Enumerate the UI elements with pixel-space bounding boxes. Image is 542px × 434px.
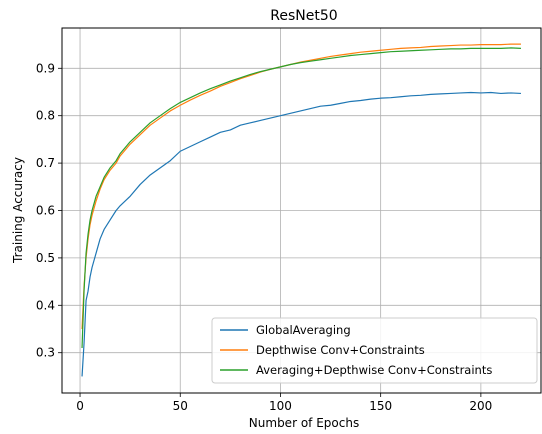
- legend-label-1: GlobalAveraging: [256, 323, 351, 337]
- y-tick-label: 0.4: [36, 298, 55, 312]
- x-tick-label: 50: [173, 399, 188, 413]
- legend-label-2: Depthwise Conv+Constraints: [256, 343, 425, 357]
- axis-ticks: 0 50 100 150 200 0.3 0.4 0.5 0.6 0.7 0.8 0.9: [36, 61, 492, 413]
- legend: GlobalAveraging Depthwise Conv+Constraint…: [211, 317, 538, 384]
- y-tick-label: 0.6: [36, 204, 55, 218]
- x-tick-label: 100: [269, 399, 292, 413]
- y-axis-label: Training Accuracy: [11, 157, 25, 264]
- y-tick-label: 0.5: [36, 251, 55, 265]
- x-tick-label: 0: [76, 399, 84, 413]
- series-line-1: [81, 91, 521, 377]
- x-tick-label: 150: [369, 399, 392, 413]
- y-tick-label: 0.7: [36, 156, 55, 170]
- x-tick-label: 200: [469, 399, 492, 413]
- chart-title: ResNet50: [270, 8, 337, 24]
- series-lines: [81, 43, 521, 377]
- y-tick-label: 0.9: [36, 61, 55, 75]
- series-line-3: [81, 47, 521, 348]
- y-tick-label: 0.3: [36, 346, 55, 360]
- series-line-2: [81, 43, 521, 330]
- legend-box: [211, 317, 538, 384]
- y-tick-label: 0.8: [36, 109, 55, 123]
- legend-label-3: Averaging+Depthwise Conv+Constraints: [256, 363, 492, 377]
- x-axis-label: Number of Epochs: [249, 416, 359, 430]
